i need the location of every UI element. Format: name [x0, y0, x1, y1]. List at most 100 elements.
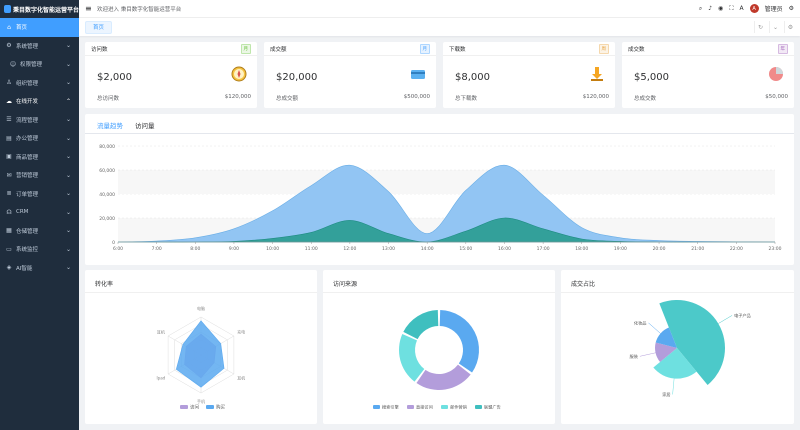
- tab-settings-icon[interactable]: ⚙: [784, 21, 796, 33]
- sidebar-item-2[interactable]: ☺ 权限管理 ⌄: [0, 55, 79, 74]
- tab-visits[interactable]: 访问量: [135, 122, 155, 130]
- period-badge: 年: [777, 43, 788, 54]
- stat-total-label: 总访问数: [97, 96, 120, 102]
- legend-swatch[interactable]: [206, 405, 214, 409]
- x-tick-label: 20:00: [653, 246, 666, 252]
- bag-icon: ▣: [6, 153, 12, 161]
- brand[interactable]: 秉目数字化智能运营平台: [0, 0, 79, 18]
- fullscreen-icon[interactable]: ⛶: [729, 4, 734, 12]
- sidebar-item-9[interactable]: ≣ 订单管理 ⌄: [0, 185, 79, 204]
- rose-slice[interactable]: [655, 342, 677, 363]
- sidebar-item-13[interactable]: ◈ AI智能 ⌄: [0, 259, 79, 278]
- stat-total-label: 总成交数: [634, 96, 657, 102]
- radar-indicator-label: 电脑: [197, 305, 205, 311]
- sidebar-item-0[interactable]: ⌂ 首页: [0, 18, 79, 37]
- sidebar: 秉目数字化智能运营平台 ⌂ 首页 ⚙ 系统管理 ⌄ ☺ 权限管理 ⌄ ♙ 组织管理 ⌄ ☁ 在线开发 ⌃ ☰…: [0, 0, 79, 430]
- user-name[interactable]: 管理员: [764, 6, 783, 13]
- traffic-area-chart: 0 20,000 40,000 60,000 80,000 6:00 7:00 8:00 9:0…: [99, 144, 782, 252]
- stat-total-value: $120,000: [582, 94, 609, 100]
- monitor-icon: ▭: [6, 245, 12, 253]
- legend-swatch[interactable]: [407, 405, 414, 409]
- legend-swatch[interactable]: [441, 405, 448, 409]
- donut-slice[interactable]: [439, 310, 479, 373]
- legend-label[interactable]: 邮件营销: [450, 404, 467, 411]
- tabs-bar: 首页 ↻ ⌄ ⚙: [79, 18, 800, 36]
- refresh-icon[interactable]: ↻: [754, 21, 766, 33]
- radar-indicator-label: 手机: [197, 398, 205, 404]
- stat-total-value: $500,000: [403, 94, 430, 100]
- conversion-panel: 转化率 电脑 充电 耳机 手机 Ipad 耳机 访问 购买: [85, 270, 317, 424]
- chevron-down-icon: ⌄: [65, 264, 71, 272]
- tab-home[interactable]: 首页: [85, 20, 113, 34]
- avatar[interactable]: A: [749, 4, 759, 13]
- translate-icon[interactable]: A: [739, 5, 744, 12]
- sidebar-item-5[interactable]: ☰ 流程管理 ⌄: [0, 111, 79, 130]
- stat-title: 成交数: [628, 46, 645, 53]
- pie-icon: [769, 67, 783, 81]
- chevron-down-icon: ⌄: [65, 245, 71, 253]
- download-icon: [591, 67, 603, 81]
- rose-slice[interactable]: [653, 348, 697, 379]
- x-tick-label: 10:00: [266, 246, 279, 252]
- legend-label[interactable]: 购买: [216, 404, 225, 411]
- sidebar-item-8[interactable]: ✉ 营销管理 ⌄: [0, 166, 79, 185]
- legend-label[interactable]: 直接访问: [416, 404, 433, 411]
- legend-label[interactable]: 访问: [190, 404, 199, 411]
- legend-swatch[interactable]: [373, 405, 380, 409]
- legend-label[interactable]: 搜索引擎: [382, 404, 399, 411]
- sidebar-item-7[interactable]: ▣ 商品管理 ⌄: [0, 148, 79, 167]
- x-tick-label: 23:00: [769, 246, 782, 252]
- x-tick-label: 9:00: [229, 246, 239, 252]
- flow-icon: ☰: [6, 116, 12, 124]
- legend-label[interactable]: 联盟广告: [484, 404, 501, 411]
- topbar: ≡ 欢迎进入 秉目数字化智能运营平台 ⌕ ♪ ◉ ⛶ A A 管理员 ⚙: [79, 0, 800, 18]
- x-tick-label: 21:00: [691, 246, 704, 252]
- chevron-down-icon[interactable]: ⌄: [769, 21, 781, 33]
- sidebar-item-11[interactable]: ▦ 仓储管理 ⌄: [0, 222, 79, 241]
- legend-swatch[interactable]: [180, 405, 188, 409]
- x-tick-label: 22:00: [730, 246, 743, 252]
- rose-slice[interactable]: [655, 327, 677, 348]
- menu-toggle-icon[interactable]: ≡: [85, 4, 92, 13]
- sidebar-item-label: 系统监控: [16, 247, 39, 254]
- donut-slice[interactable]: [416, 364, 471, 390]
- headset-icon: ☊: [6, 208, 12, 216]
- x-tick-label: 16:00: [498, 246, 511, 252]
- rose-label: 化妆品: [634, 319, 647, 326]
- legend-swatch[interactable]: [475, 405, 482, 409]
- sidebar-item-label: 流程管理: [16, 117, 39, 124]
- bell-icon[interactable]: ♪: [708, 5, 713, 12]
- sidebar-item-6[interactable]: ▤ 办公管理 ⌄: [0, 129, 79, 148]
- donut-slice[interactable]: [399, 334, 425, 382]
- x-tick-label: 13:00: [382, 246, 395, 252]
- sidebar-item-1[interactable]: ⚙ 系统管理 ⌄: [0, 37, 79, 56]
- sidebar-item-3[interactable]: ♙ 组织管理 ⌄: [0, 74, 79, 93]
- deal-panel: 成交占比 电子产品 家居 服装 化妆品: [561, 270, 794, 424]
- y-tick-label: 60,000: [99, 168, 115, 174]
- settings-icon[interactable]: ⚙: [788, 5, 794, 12]
- stat-title: 下载数: [449, 46, 466, 53]
- sidebar-item-label: 首页: [16, 25, 28, 32]
- welcome-text: 欢迎进入 秉目数字化智能运营平台: [97, 6, 182, 13]
- sidebar-item-label: 系统管理: [16, 43, 39, 50]
- github-icon[interactable]: ◉: [718, 5, 724, 12]
- x-tick-label: 17:00: [537, 246, 550, 252]
- x-tick-label: 11:00: [305, 246, 318, 252]
- sidebar-item-10[interactable]: ☊ CRM ⌄: [0, 203, 79, 222]
- stat-card: 成交额 月 $20,000 总成交额 $500,000: [264, 42, 436, 108]
- radar-series: [175, 320, 225, 388]
- sidebar-item-4[interactable]: ☁ 在线开发 ⌃: [0, 92, 79, 111]
- stat-total-label: 总下载数: [455, 96, 478, 102]
- x-tick-label: 8:00: [190, 246, 200, 252]
- x-tick-label: 14:00: [421, 246, 434, 252]
- rose-slice[interactable]: [659, 300, 725, 385]
- sidebar-item-12[interactable]: ▭ 系统监控 ⌄: [0, 240, 79, 259]
- panel-title: 转化率: [95, 281, 114, 288]
- search-icon[interactable]: ⌕: [698, 4, 703, 12]
- donut-slice[interactable]: [403, 310, 439, 340]
- x-tick-label: 19:00: [614, 246, 627, 252]
- sidebar-item-label: 组织管理: [16, 80, 39, 87]
- stat-card: 访问数 月 $2,000 总访问数 $120,000: [85, 42, 257, 108]
- rose-label: 电子产品: [734, 312, 751, 319]
